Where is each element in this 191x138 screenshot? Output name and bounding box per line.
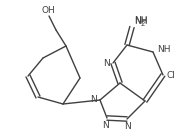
Text: NH: NH — [134, 18, 147, 26]
Text: NH: NH — [134, 16, 147, 25]
Text: N: N — [125, 122, 131, 131]
Text: N: N — [103, 59, 110, 67]
Text: N: N — [90, 95, 97, 104]
Text: OH: OH — [41, 6, 55, 15]
Text: N: N — [103, 121, 109, 130]
Text: NH: NH — [157, 46, 171, 55]
Text: 2: 2 — [141, 21, 145, 27]
Text: Cl: Cl — [167, 71, 176, 79]
